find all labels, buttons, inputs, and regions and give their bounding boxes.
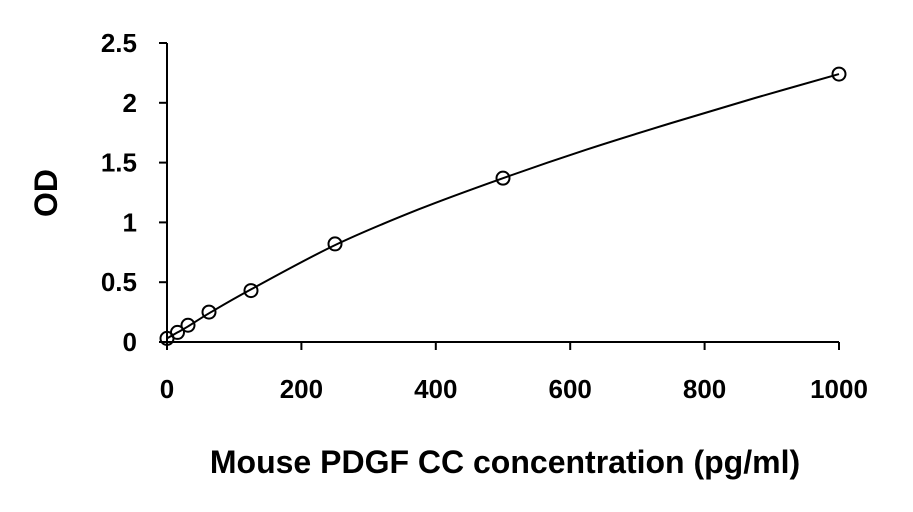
x-tick-label: 200 [280, 374, 323, 404]
data-point [831, 66, 847, 82]
data-point [180, 317, 196, 333]
y-axis: 0 0.5 1 1.5 2 2.5 [101, 28, 168, 357]
data-point [327, 236, 343, 252]
data-point [169, 324, 185, 340]
x-tick-label: 400 [414, 374, 457, 404]
y-tick-label: 0 [123, 327, 137, 357]
y-tick-label: 1.5 [101, 148, 137, 178]
x-tick-label: 600 [549, 374, 592, 404]
y-tick-label: 2 [123, 88, 137, 118]
y-tick-label: 1 [123, 207, 137, 237]
data-point [201, 304, 217, 320]
data-points [159, 66, 847, 346]
x-tick-label: 0 [160, 374, 174, 404]
y-tick-label: 2.5 [101, 28, 137, 58]
x-tick-label: 1000 [810, 374, 868, 404]
x-axis: 0 200 400 600 800 1000 [160, 341, 868, 404]
x-tick-label: 800 [683, 374, 726, 404]
x-axis-title: Mouse PDGF CC concentration (pg/ml) [210, 444, 800, 480]
y-axis-title: OD [28, 169, 64, 217]
y-tick-label: 0.5 [101, 267, 137, 297]
data-point [495, 170, 511, 186]
fitted-curve [166, 73, 840, 340]
data-point [243, 283, 259, 299]
